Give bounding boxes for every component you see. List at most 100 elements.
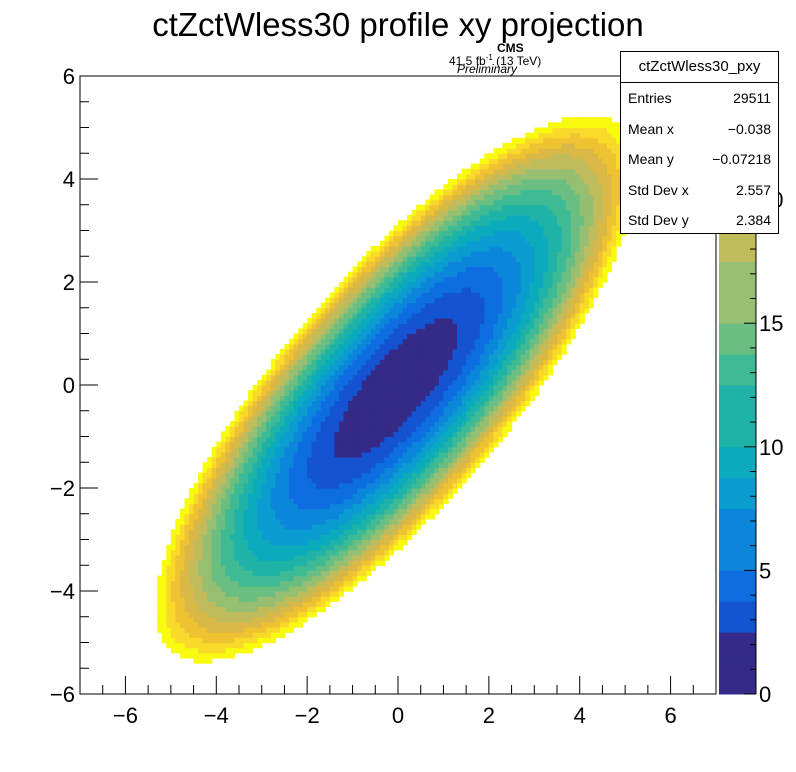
heatmap-cell (261, 606, 267, 613)
heatmap-cell (543, 338, 549, 345)
heatmap-cell (402, 415, 408, 422)
heatmap-cell (248, 493, 254, 499)
heatmap-cell (225, 477, 231, 484)
heatmap-cell (157, 611, 163, 618)
heatmap-cell (357, 333, 363, 340)
heatmap-cell (411, 323, 417, 329)
heatmap-cell (425, 220, 431, 226)
heatmap-cell (393, 374, 399, 381)
heatmap-cell (497, 374, 504, 381)
heatmap-cell (484, 184, 490, 190)
heatmap-cell (507, 225, 513, 232)
heatmap-cell (443, 462, 449, 468)
heatmap-cell (189, 503, 195, 510)
heatmap-cell (561, 318, 567, 324)
heatmap-cell (239, 477, 245, 484)
heatmap-cell (566, 215, 572, 221)
heatmap-cell (552, 225, 558, 232)
heatmap-cell (461, 343, 467, 350)
heatmap-cell (357, 359, 363, 365)
heatmap-cell (470, 328, 476, 335)
heatmap-cell (429, 415, 435, 422)
heatmap-cell (502, 359, 508, 365)
heatmap-cell (402, 297, 408, 304)
heatmap-cell (298, 529, 304, 535)
heatmap-cell (193, 647, 199, 654)
heatmap-cell (525, 307, 531, 314)
heatmap-cell (497, 426, 504, 432)
heatmap-cell (361, 482, 367, 489)
heatmap-cell (457, 235, 463, 242)
heatmap-cell (284, 575, 290, 582)
heatmap-cell (348, 457, 354, 463)
heatmap-cell (420, 410, 426, 417)
heatmap-cell (307, 467, 313, 474)
heatmap-cell (284, 606, 290, 613)
heatmap-cell (211, 580, 217, 587)
heatmap-cell (220, 462, 226, 468)
heatmap-cell (425, 292, 431, 299)
heatmap-cell (520, 374, 526, 381)
heatmap-cell (461, 189, 467, 196)
heatmap-cell (239, 539, 245, 546)
heatmap-cell (447, 379, 454, 386)
heatmap-cell (388, 292, 395, 299)
heatmap-cell (220, 477, 226, 484)
heatmap-cell (547, 204, 554, 211)
heatmap-cell (516, 410, 522, 417)
heatmap-cell (352, 307, 358, 314)
heatmap-cell (202, 524, 208, 530)
heatmap-cell (457, 276, 463, 283)
heatmap-cell (420, 518, 426, 525)
heatmap-cell (320, 400, 326, 407)
heatmap-cell (170, 544, 176, 551)
heatmap-cell (475, 410, 481, 417)
heatmap-cell (270, 390, 276, 396)
heatmap-cell (234, 632, 240, 638)
heatmap-cell (429, 369, 435, 376)
heatmap-cell (384, 307, 390, 314)
heatmap-cell (588, 173, 594, 180)
heatmap-cell (379, 395, 385, 402)
heatmap-cell (557, 287, 563, 293)
heatmap-cell (411, 472, 417, 479)
heatmap-cell (275, 446, 281, 453)
heatmap-cell (220, 554, 226, 561)
heatmap-cell (257, 616, 263, 623)
heatmap-cell (266, 508, 272, 515)
heatmap-cell (566, 292, 572, 299)
heatmap-cell (325, 359, 331, 365)
heatmap-cell (220, 493, 226, 499)
heatmap-cell (216, 611, 222, 618)
heatmap-cell (198, 503, 204, 510)
heatmap-cell (257, 441, 263, 448)
heatmap-cell (438, 215, 445, 221)
heatmap-cell (320, 343, 326, 350)
heatmap-cell (516, 137, 522, 144)
heatmap-cell (584, 122, 590, 129)
heatmap-cell (579, 179, 585, 185)
heatmap-cell (357, 436, 363, 443)
heatmap-cell (534, 215, 540, 221)
heatmap-cell (488, 225, 494, 232)
heatmap-cell (357, 575, 363, 582)
heatmap-cell (207, 601, 213, 608)
heatmap-cell (538, 245, 544, 252)
heatmap-cell (348, 302, 354, 309)
heatmap-cell (497, 348, 504, 355)
heatmap-cell (420, 462, 426, 468)
heatmap-cell (316, 508, 322, 515)
heatmap-cell (184, 554, 190, 561)
heatmap-cell (348, 518, 354, 525)
heatmap-cell (338, 554, 345, 561)
heatmap-cell (184, 539, 190, 546)
heatmap-cell (525, 323, 531, 329)
heatmap-cell (284, 570, 290, 577)
heatmap-cell (284, 524, 290, 530)
heatmap-cell (443, 328, 449, 335)
heatmap-cell (293, 374, 299, 381)
heatmap-cell (198, 611, 204, 618)
heatmap-cell (443, 390, 449, 396)
heatmap-cell (329, 467, 335, 474)
heatmap-cell (361, 508, 367, 515)
